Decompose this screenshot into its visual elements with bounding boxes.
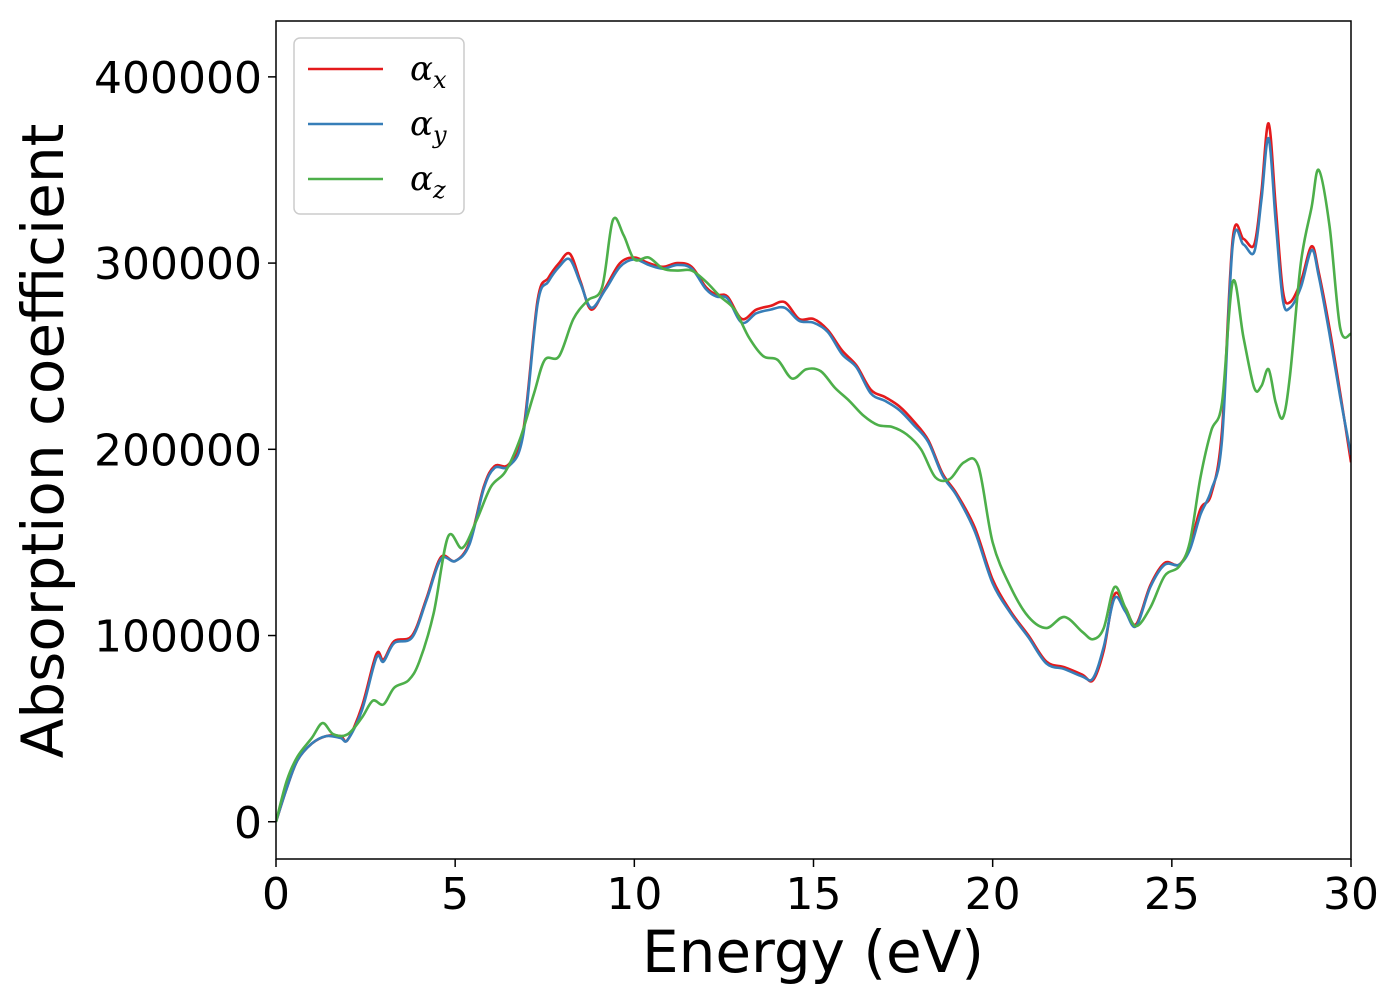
y-tick-label: 300000	[94, 239, 262, 290]
legend-label-z: αz	[410, 159, 446, 204]
y-axis-ticks: 0 100000 200000 300000 400000	[94, 53, 276, 849]
series-line-z	[276, 168, 1351, 823]
series-layer	[276, 122, 1351, 823]
y-axis-label: Absorption coefficient	[9, 124, 77, 759]
legend: αx αy αz	[293, 37, 465, 215]
series-line-x	[276, 122, 1351, 823]
legend-label-x: αx	[410, 49, 447, 94]
series-line-y	[276, 137, 1351, 823]
x-tick-label: 15	[786, 869, 842, 920]
y-tick-label: 0	[234, 798, 262, 849]
y-tick-label: 400000	[94, 53, 262, 104]
x-tick-label: 20	[965, 869, 1021, 920]
x-axis-label: Energy (eV)	[642, 918, 984, 986]
y-tick-label: 100000	[94, 612, 262, 663]
x-tick-label: 0	[262, 869, 290, 920]
x-tick-label: 25	[1144, 869, 1200, 920]
x-tick-label: 30	[1323, 869, 1379, 920]
x-axis-ticks: 0 5 10 15 20 25 30	[262, 859, 1379, 920]
legend-label-y: αy	[410, 104, 447, 149]
x-tick-label: 10	[606, 869, 662, 920]
y-tick-label: 200000	[94, 425, 262, 476]
legend-box	[293, 37, 465, 215]
x-tick-label: 5	[441, 869, 469, 920]
